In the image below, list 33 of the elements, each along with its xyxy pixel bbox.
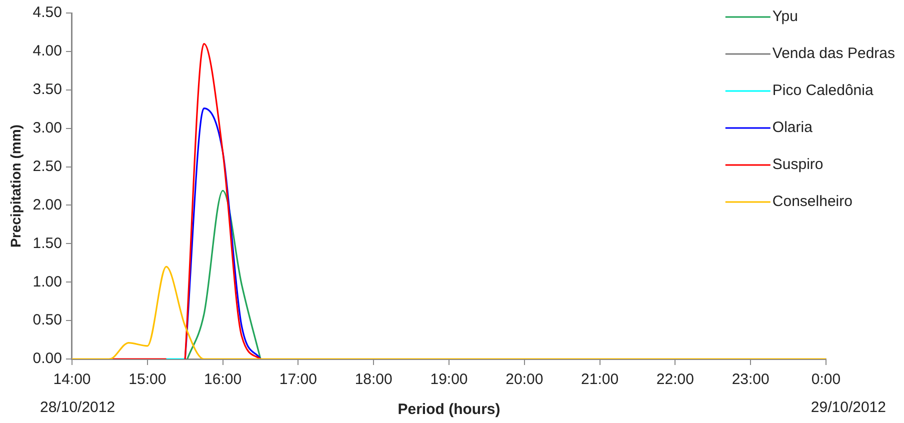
- x-tick-label: 22:00: [656, 371, 694, 388]
- x-tick-label: 16:00: [204, 371, 242, 388]
- x-axis-title: Period (hours): [398, 401, 500, 418]
- legend-label: Venda das Pedras: [772, 45, 895, 62]
- y-tick-label: 1.00: [32, 273, 62, 290]
- y-tick-label: 4.50: [32, 4, 62, 22]
- x-tick-label: 23:00: [732, 371, 770, 388]
- x-tick-label: 21:00: [581, 371, 619, 388]
- legend-label: Ypu: [772, 8, 798, 26]
- y-tick-label: 2.50: [32, 158, 62, 175]
- y-tick-label: 0.50: [32, 312, 62, 329]
- x-tick-label: 0:00: [811, 371, 841, 388]
- legend-label: Suspiro: [772, 156, 824, 174]
- line-series: [184, 108, 262, 359]
- legend-label: Pico Caledônia: [772, 82, 874, 100]
- y-axis-title: Precipitation (mm): [7, 124, 24, 248]
- y-tick-label: 2.00: [32, 196, 62, 214]
- y-tick-label: 3.50: [32, 81, 62, 98]
- x-tick-label: 17:00: [279, 371, 317, 388]
- legend-label: Olaria: [772, 119, 814, 136]
- x-tick-label: 18:00: [354, 371, 392, 388]
- y-tick-label: 0.00: [32, 350, 62, 368]
- y-tick-label: 1.50: [32, 234, 62, 252]
- y-tick-label: 4.00: [32, 42, 62, 60]
- text: 29/10/2012: [810, 399, 886, 416]
- x-tick-label: 19:00: [430, 371, 468, 388]
- x-tick-label: 20:00: [506, 371, 544, 388]
- line-series: [186, 190, 262, 359]
- text: 28/10/2012: [40, 399, 116, 416]
- x-tick-label: 14:00: [53, 371, 91, 388]
- x-tick-label: 15:00: [128, 371, 166, 388]
- y-tick-label: 3.00: [32, 119, 62, 136]
- legend-label: Conselheiro: [772, 193, 852, 210]
